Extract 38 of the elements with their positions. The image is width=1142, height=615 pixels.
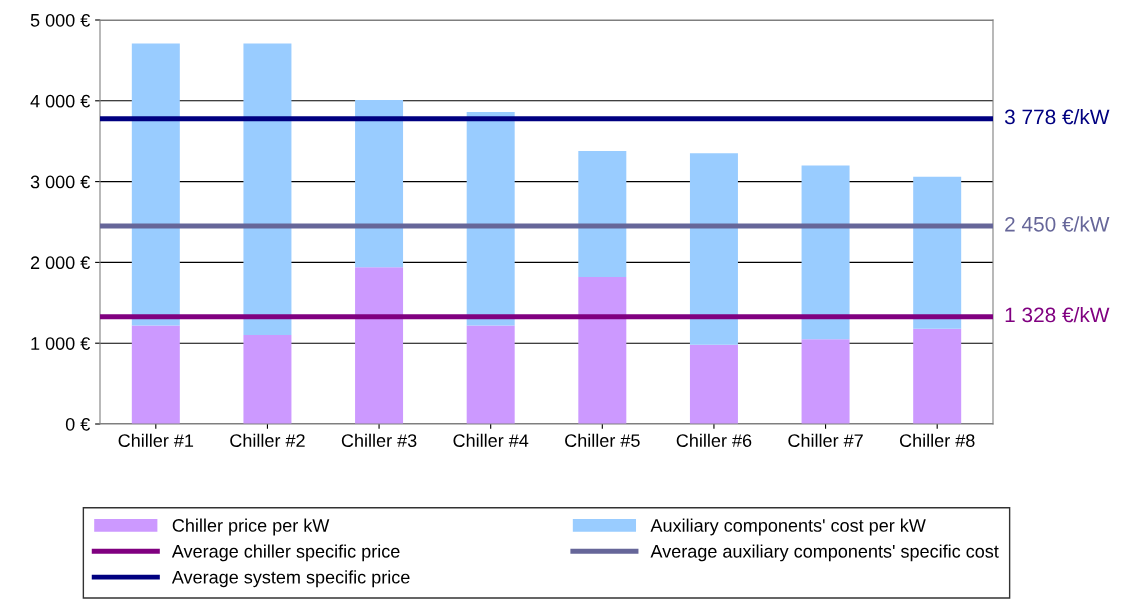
bar <box>355 267 404 424</box>
y-tick-label: 5 000 € <box>30 13 91 27</box>
bar <box>243 43 292 336</box>
x-tick-label: Chiller #4 <box>453 433 529 447</box>
bar <box>913 176 962 329</box>
legend-label: Auxiliary components' cost per kW <box>650 518 926 536</box>
x-tick-label: Chiller #7 <box>788 433 863 447</box>
bar <box>801 165 850 340</box>
bar <box>243 335 292 424</box>
bar <box>913 328 962 424</box>
bar <box>689 344 738 424</box>
text: 1 328 €/kW <box>1005 306 1110 323</box>
legend-label: Average auxiliary components' specific cost <box>650 544 999 562</box>
bar <box>466 325 515 424</box>
x-tick-label: Chiller #2 <box>230 433 305 447</box>
x-tick-label: Chiller #8 <box>899 433 975 447</box>
x-tick-label: Chiller #3 <box>341 433 417 447</box>
x-tick-label: Chiller #1 <box>118 433 194 447</box>
legend-label: Average system specific price <box>171 570 410 588</box>
y-tick-label: 3 000 € <box>30 175 91 189</box>
text: 2 450 €/kW <box>1005 216 1110 232</box>
bar <box>578 150 627 277</box>
bar <box>801 339 850 424</box>
y-tick-label: 1 000 € <box>31 337 91 350</box>
x-tick-label: Chiller #5 <box>565 433 640 447</box>
bar <box>131 43 180 326</box>
x-tick-label: Chiller #6 <box>676 433 752 447</box>
bar <box>578 276 627 424</box>
text: 3 778 €/kW <box>1004 109 1110 125</box>
legend-label: Average chiller specific price <box>171 544 400 562</box>
y-tick-label: 4 000 € <box>30 94 91 108</box>
bar <box>689 153 738 345</box>
y-tick-label: 0 € <box>65 417 91 431</box>
bar <box>131 325 180 424</box>
bar <box>466 112 515 326</box>
bar <box>355 99 404 268</box>
legend-label: Chiller price per kW <box>172 518 330 536</box>
y-tick-label: 2 000 € <box>30 256 91 270</box>
